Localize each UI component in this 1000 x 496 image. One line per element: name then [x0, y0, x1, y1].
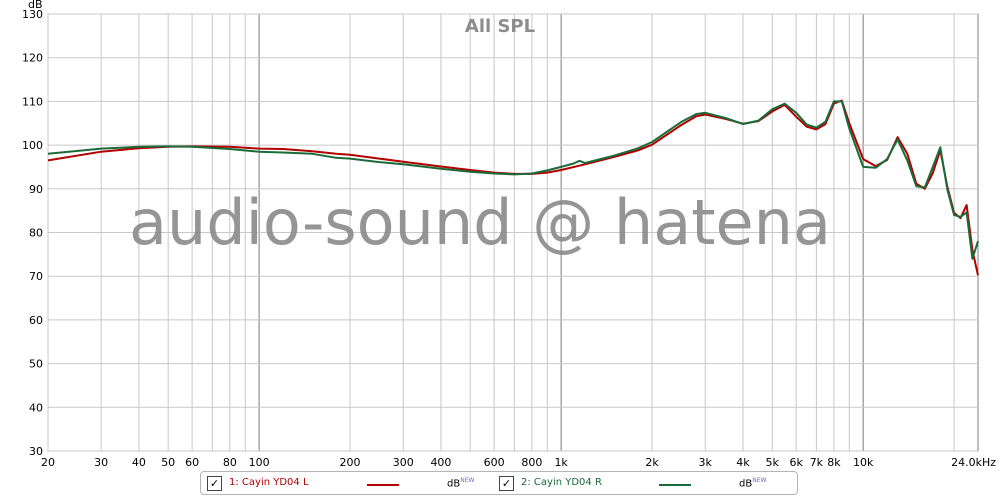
legend-label-right: 2: Cayin YD04 R	[521, 477, 602, 488]
y-tick-label: 40	[29, 401, 43, 414]
legend-line-right	[659, 484, 691, 486]
legend-checkbox-left[interactable]: ✓	[207, 476, 222, 491]
y-tick-label: 50	[29, 358, 43, 371]
x-tick-label: 600	[484, 456, 505, 469]
x-tick-label: 400	[430, 456, 451, 469]
x-tick-label: 3k	[699, 456, 713, 469]
x-tick-label: 7k	[810, 456, 824, 469]
legend-line-left	[367, 484, 399, 486]
x-tick-label: 10k	[853, 456, 874, 469]
legend-unit-left: dBNEW	[447, 477, 475, 490]
x-tick-label: 2k	[645, 456, 659, 469]
x-tick-label: 50	[161, 456, 175, 469]
y-tick-label: 90	[29, 183, 43, 196]
x-tick-label: 6k	[789, 456, 803, 469]
x-tick-label: 4k	[736, 456, 750, 469]
series-lines	[47, 99, 979, 276]
x-tick-label: 20	[41, 456, 55, 469]
y-tick-label: 120	[22, 52, 43, 65]
y-tick-label: 60	[29, 314, 43, 327]
y-axis-ticks: 30 40 50 60 70 80 90 100 110 120 130	[22, 8, 43, 458]
legend-label-left: 1: Cayin YD04 L	[229, 477, 309, 488]
x-tick-label: 8k	[827, 456, 841, 469]
watermark-text: audio-sound @ hatena	[129, 186, 831, 259]
x-tick-label: 24.0kHz	[951, 456, 996, 469]
x-tick-label: 30	[94, 456, 108, 469]
x-tick-label: 40	[132, 456, 146, 469]
grid-lines	[47, 13, 978, 452]
y-tick-label: 80	[29, 227, 43, 240]
y-tick-label: 110	[22, 95, 43, 108]
y-tick-label: 130	[22, 8, 43, 21]
x-tick-label: 60	[185, 456, 199, 469]
x-tick-label: 80	[223, 456, 237, 469]
x-tick-label: 800	[521, 456, 542, 469]
legend-item-right[interactable]: ✓ 2: Cayin YD04 R dBNEW	[499, 475, 791, 493]
x-tick-label: 1k	[554, 456, 568, 469]
y-axis-unit-label: dB	[28, 0, 43, 11]
chart-title: All SPL	[465, 16, 535, 37]
series-line-right	[47, 100, 979, 260]
series-line-left	[47, 99, 979, 276]
y-tick-label: 70	[29, 270, 43, 283]
x-tick-label: 5k	[766, 456, 780, 469]
legend-item-left[interactable]: ✓ 1: Cayin YD04 L dBNEW	[207, 475, 497, 493]
legend-checkbox-right[interactable]: ✓	[499, 476, 514, 491]
x-tick-label: 200	[340, 456, 361, 469]
x-axis-ticks: 20 30 40 50 60 80 100 200 300 400 600 800 1k 2k 3k 4k 5k…	[41, 456, 996, 469]
y-tick-label: 30	[29, 445, 43, 458]
y-tick-label: 100	[22, 139, 43, 152]
x-tick-label: 100	[249, 456, 270, 469]
x-tick-label: 300	[393, 456, 414, 469]
legend-box: ✓ 1: Cayin YD04 L dBNEW ✓ 2: Cayin YD04 …	[200, 471, 798, 495]
legend-unit-right: dBNEW	[739, 477, 767, 490]
